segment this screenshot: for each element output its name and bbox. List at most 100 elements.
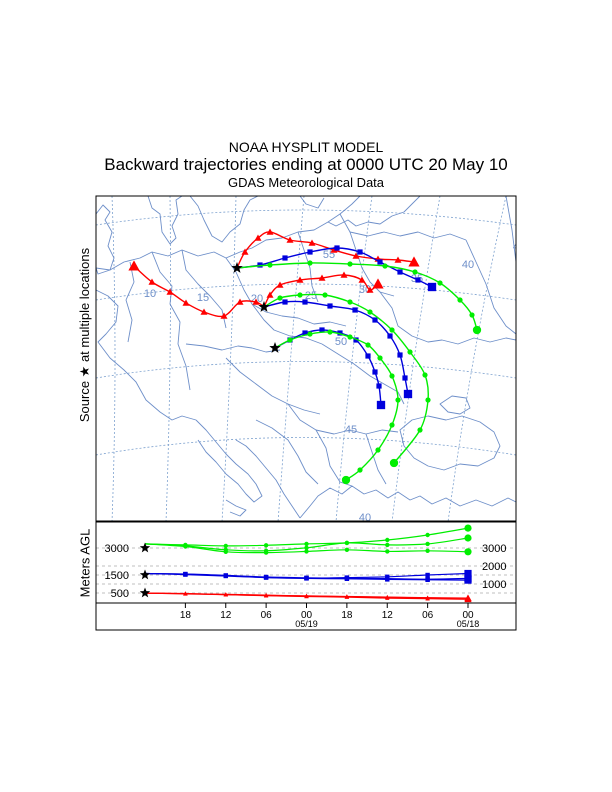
- profile-point: [425, 548, 430, 553]
- profile-point: [464, 569, 472, 578]
- trajectory-green-1-marker: [437, 280, 443, 286]
- profile-date-label: 05/18: [457, 619, 480, 629]
- profile-point: [183, 544, 188, 549]
- profile-date-label: 05/19: [295, 619, 318, 629]
- latitude-label: 40: [359, 512, 371, 524]
- map-boundary: [225, 257, 323, 345]
- profile-point: [263, 550, 269, 555]
- chart-title: Backward trajectories ending at 0000 UTC…: [104, 155, 508, 174]
- trajectory-red-1-marker: [308, 239, 316, 246]
- profile-point: [223, 573, 228, 579]
- profile-series-8: [144, 569, 472, 581]
- trajectory-blue-2-marker: [372, 317, 378, 323]
- trajectory-blue-2-line: [263, 300, 409, 395]
- profile-point: [304, 593, 309, 598]
- profile-right-tick: 3000: [482, 543, 506, 555]
- profile-point: [183, 591, 188, 596]
- trajectory-blue-3-marker: [337, 330, 343, 336]
- trajectory-red-2-start-point: [128, 260, 140, 271]
- trajectory-green-3-start-point: [341, 475, 351, 485]
- map-boundary: [185, 343, 281, 353]
- trajectory-green-1-marker: [457, 297, 463, 303]
- profile-point: [385, 537, 390, 543]
- map-area: 101520253035404555504540: [96, 196, 525, 524]
- trajectory-green-3-marker: [395, 397, 401, 403]
- trajectory-blue-2-marker: [397, 352, 403, 358]
- map-boundary: [349, 231, 467, 241]
- parallel-line: [96, 209, 516, 226]
- trajectory-red-3-start-point: [372, 278, 384, 289]
- trajectory-green-3-marker: [287, 337, 293, 343]
- trajectory-red-3: [263, 271, 384, 308]
- trajectory-blue-1-marker: [282, 255, 288, 261]
- map-boundary: [96, 204, 115, 275]
- trajectory-red-2-marker: [182, 299, 190, 306]
- trajectory-red-1-marker: [241, 248, 249, 255]
- profile-point: [464, 534, 472, 542]
- trajectory-green-2: [263, 292, 431, 468]
- profile-point: [464, 576, 472, 584]
- trajectory-red-3-marker: [366, 286, 374, 293]
- map-boundary: [299, 196, 325, 209]
- profile-point: [263, 575, 269, 580]
- trajectory-red-3-marker: [318, 274, 326, 281]
- trajectory-blue-1-marker: [334, 245, 340, 251]
- profile-left-tick: 500: [111, 588, 129, 600]
- latitude-label: 45: [345, 424, 357, 436]
- trajectory-green-1-marker: [382, 263, 388, 269]
- profile-point: [344, 594, 350, 599]
- graticule: [96, 196, 516, 521]
- map-boundary: [96, 196, 361, 271]
- trajectory-red-2-marker: [220, 312, 228, 319]
- trajectory-green-2-marker: [389, 327, 395, 333]
- map-boundary: [399, 415, 501, 471]
- trajectory-green-3-marker: [307, 331, 313, 337]
- profile-time-tick: 00: [462, 610, 474, 621]
- map-boundary: [189, 196, 259, 243]
- map-geography: [96, 196, 516, 519]
- trajectory-blue-1-marker: [307, 249, 313, 255]
- trajectory-blue-1-marker: [397, 269, 403, 275]
- model-title: NOAA HYSPLIT MODEL: [228, 139, 384, 155]
- map-boundary: [225, 499, 247, 517]
- meridian-line: [221, 196, 237, 521]
- profile-point: [425, 577, 430, 582]
- longitude-label: 45: [513, 241, 525, 253]
- profile-point: [263, 543, 269, 548]
- trajectory-red-1-start-point: [408, 256, 420, 267]
- trajectory-red-1: [236, 228, 420, 269]
- profile-point: [183, 572, 188, 577]
- trajectory-red-1-marker: [330, 246, 338, 253]
- profile-point: [344, 547, 350, 552]
- profile-left-tick: 3000: [105, 543, 129, 555]
- trajectory-red-2-marker: [148, 278, 156, 285]
- map-boundary: [327, 196, 421, 227]
- trajectory-red-1-marker: [254, 234, 262, 241]
- meridian-line: [165, 196, 171, 521]
- profile-point: [304, 576, 309, 581]
- source-star-1: [231, 262, 243, 273]
- trajectory-green-3-marker: [389, 422, 395, 428]
- profile-point: [304, 549, 309, 554]
- trajectory-green-1-marker: [347, 261, 353, 267]
- trajectory-red-2-marker: [200, 308, 208, 315]
- trajectory-blue-3-marker: [376, 383, 382, 389]
- trajectory-blue-1-line: [236, 247, 433, 288]
- trajectory-blue-3-start-point: [376, 400, 386, 410]
- trajectory-green-2-marker: [407, 349, 413, 355]
- map-boundary: [299, 485, 516, 519]
- map-boundary: [225, 357, 321, 415]
- profile-right-tick: 1000: [482, 579, 506, 591]
- trajectory-blue-1-marker: [377, 259, 383, 265]
- trajectory-green-3: [274, 329, 401, 485]
- profile-frame: [95, 521, 517, 631]
- map-boundary: [255, 419, 319, 485]
- trajectory-green-2-marker: [367, 309, 373, 315]
- trajectory-red-3-marker: [296, 276, 304, 283]
- profile-source-star-3: [139, 542, 151, 553]
- longitude-label: 15: [197, 292, 209, 304]
- map-boundary: [379, 291, 516, 345]
- profile-time-tick: 06: [261, 610, 273, 621]
